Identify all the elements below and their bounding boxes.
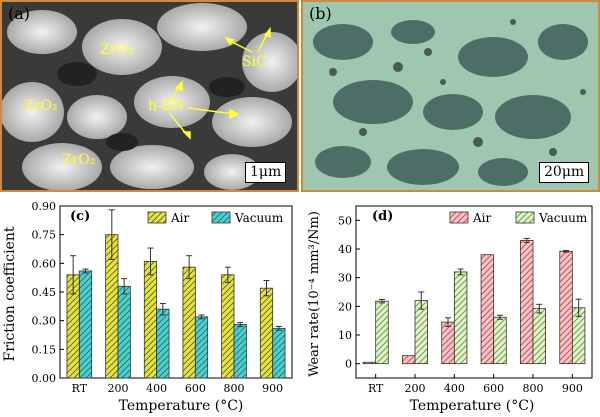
x-tick-label: 400 (444, 382, 465, 395)
annotation-arrows (169, 26, 271, 140)
bar-air (259, 287, 274, 379)
optical-micrograph (303, 2, 598, 190)
label-zro2-1: ZrO₂ (100, 42, 134, 58)
y-tick-label: 0.45 (32, 286, 57, 299)
x-tick-label: 900 (562, 382, 583, 395)
bar-vacuum (453, 271, 468, 365)
legend-label-air: Air (472, 211, 492, 225)
y-tick-label: 30 (338, 272, 352, 285)
label-zro2-3: ZrO₂ (62, 152, 96, 168)
scale-label-a: 1μm (250, 164, 282, 180)
plot-frame (59, 205, 293, 379)
optical-image-panel: (b) 20μm (301, 0, 600, 192)
legend-swatch-air (449, 211, 469, 224)
y-tick-label: 50 (338, 214, 352, 227)
bar-air (182, 266, 196, 379)
y-tick-label: 0.90 (32, 200, 57, 213)
chart-c-ylabel: Friction coefficient (2, 226, 18, 361)
x-tick-label: 800 (224, 382, 245, 395)
bar-air (559, 250, 573, 365)
bar-vacuum (272, 327, 286, 379)
bar-air (362, 361, 377, 365)
chart-c-xlabel: Temperature (°C) (119, 398, 244, 414)
chart-d-xlabel: Temperature (°C) (410, 398, 535, 414)
bar-vacuum (78, 270, 93, 379)
sem-micrograph (2, 2, 297, 190)
wear-rate-chart: (d) Wear rate(10⁻⁴ mm³/Nm) Temperature (… (307, 205, 593, 414)
sem-image-panel: (a) ZrO₂ ZrO₂ ZrO₂ SiC h-BN 1μm (0, 0, 299, 192)
x-tick-label: 900 (262, 382, 283, 395)
plot-frame (355, 205, 593, 379)
bar-vacuum (194, 316, 209, 379)
bar-vacuum (117, 285, 131, 379)
y-tick-label: 10 (338, 329, 352, 342)
y-tick-label: 0 (345, 358, 352, 371)
y-tick-label: 0.75 (32, 229, 57, 242)
bar-vacuum (375, 300, 389, 365)
y-tick-label: 0.60 (32, 257, 57, 270)
legend-label-vacuum: Vacuum (538, 211, 588, 225)
bar-vacuum (493, 316, 507, 365)
x-tick-label: 600 (483, 382, 504, 395)
x-tick-label: RT (368, 382, 384, 395)
scale-bar-b: 20μm (539, 162, 590, 183)
panel-label-a: (a) (8, 4, 31, 23)
friction-coefficient-chart: (c) Friction coefficient Temperature (°C… (2, 200, 293, 414)
y-tick-label: 0.15 (32, 343, 57, 356)
y-tick-label: 40 (338, 243, 352, 256)
legend-swatch-vacuum (515, 211, 535, 224)
bar-air (520, 240, 534, 365)
scale-bar-a: 1μm (245, 162, 287, 183)
chart-d-ylabel: Wear rate(10⁻⁴ mm³/Nm) (307, 211, 322, 377)
x-tick-label: 800 (523, 382, 544, 395)
panel-label-b: (b) (309, 4, 332, 23)
bar-air (480, 254, 495, 365)
bar-air (402, 355, 416, 365)
x-tick-label: RT (72, 382, 88, 395)
label-zro2-2: ZrO₂ (24, 98, 58, 114)
bar-air (441, 321, 455, 365)
label-sic: SiC (242, 54, 267, 70)
bar-vacuum (414, 300, 428, 365)
bar-air (143, 261, 158, 379)
x-tick-label: 200 (405, 382, 426, 395)
legend-label-vacuum: Vacuum (234, 211, 284, 225)
y-tick-label: 20 (338, 300, 352, 313)
bar-vacuum (532, 308, 546, 365)
y-tick-label: 0.30 (32, 315, 57, 328)
x-tick-label: 400 (146, 382, 167, 395)
legend-swatch-vacuum (211, 211, 231, 224)
scale-label-b: 20μm (544, 164, 585, 180)
y-tick-label: 0.00 (32, 372, 57, 385)
bar-vacuum (233, 324, 247, 379)
panel-label-c: (c) (70, 209, 90, 224)
legend-swatch-air (147, 211, 167, 224)
bar-vacuum (156, 308, 170, 379)
label-hbn: h-BN (148, 98, 185, 114)
legend-label-air: Air (170, 211, 190, 225)
panel-label-d: (d) (372, 209, 393, 224)
x-tick-label: 200 (108, 382, 129, 395)
bar-air (221, 274, 235, 379)
x-tick-label: 600 (185, 382, 206, 395)
